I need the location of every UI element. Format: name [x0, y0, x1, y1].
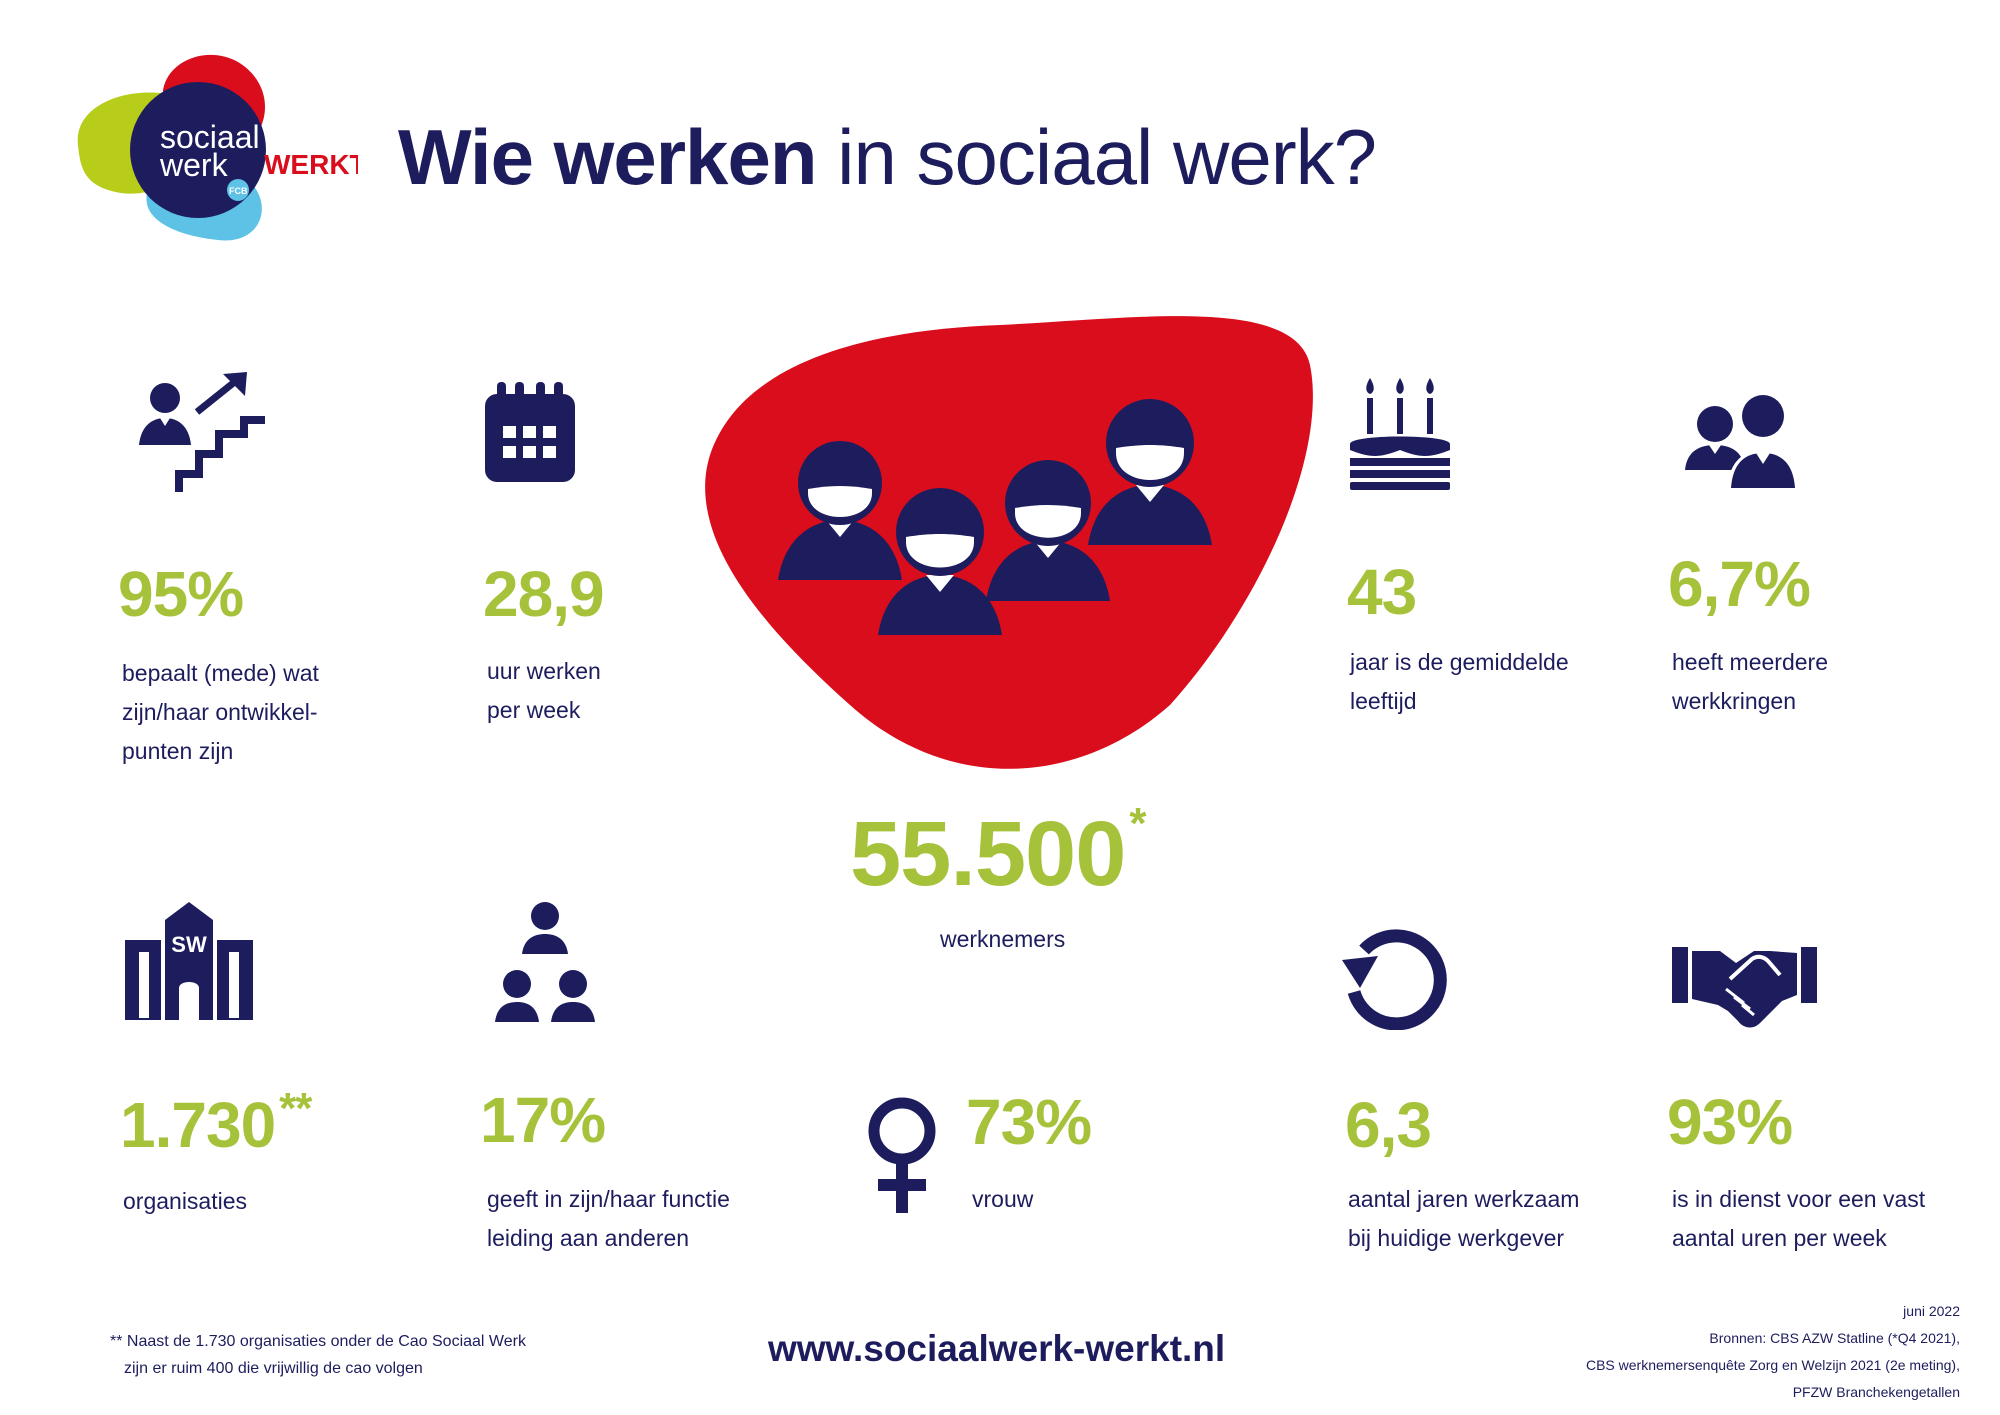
stat-organisations-value: 1.730** — [120, 1087, 312, 1158]
footnote: ** Naast de 1.730 organisaties onder de … — [110, 1328, 526, 1382]
stat-development-line: punten zijn — [122, 738, 234, 764]
stat-organisations-line: organisaties — [123, 1188, 248, 1214]
stat-hours-line: per week — [487, 697, 581, 723]
logo-text-werkt: WERKT! — [264, 149, 358, 180]
sources-line: Bronnen: CBS AZW Statline (*Q4 2021), — [1709, 1330, 1960, 1346]
sw-building-icon: SW — [125, 902, 253, 1020]
stat-leadership-line: leiding aan anderen — [487, 1225, 690, 1251]
stat-female-value: 73% — [966, 1086, 1092, 1158]
calendar-icon — [485, 382, 575, 482]
stat-age-line: leeftijd — [1350, 688, 1417, 714]
logo-badge: FCB — [229, 186, 248, 196]
stat-multiple-jobs-line: heeft meerdere — [1672, 649, 1828, 675]
stat-organisations-number: 1.730 — [120, 1089, 276, 1161]
stat-employees-label: werknemers — [940, 926, 1066, 952]
hierarchy-people-icon — [495, 898, 595, 1028]
stat-female-line: vrouw — [972, 1186, 1034, 1212]
stat-multiple-jobs-line: werkkringen — [1672, 688, 1796, 714]
stat-hours-text: uur werken per week — [487, 652, 601, 730]
logo-text-werk: werk — [159, 147, 229, 183]
person-stairs-growth-icon — [135, 370, 270, 495]
sources-line: CBS werknemersenquête Zorg en Welzijn 20… — [1585, 1357, 1960, 1373]
circular-arrow-icon — [1342, 922, 1452, 1030]
stat-fixed-hours-text: is in dienst voor een vast aantal uren p… — [1672, 1180, 1925, 1258]
stat-development-line: zijn/haar ontwikkel- — [122, 699, 318, 725]
stat-employees-marker: * — [1129, 799, 1146, 848]
stat-organisations-marker: ** — [279, 1084, 312, 1133]
stat-tenure-line: aantal jaren werkzaam — [1348, 1186, 1580, 1212]
stat-employees-number: 55.500 — [850, 803, 1126, 905]
employees-blob — [700, 305, 1320, 785]
group-of-four-people-icon — [778, 399, 1212, 635]
stat-development-value: 95% — [118, 558, 244, 630]
stat-leadership-text: geeft in zijn/haar functie leiding aan a… — [487, 1180, 730, 1258]
stat-multiple-jobs-text: heeft meerdere werkkringen — [1672, 643, 1828, 721]
title-light: in sociaal werk? — [837, 113, 1377, 201]
stat-tenure-value: 6,3 — [1345, 1089, 1432, 1161]
page-title: Wie werken in sociaal werk? — [398, 118, 1377, 196]
female-symbol-icon — [862, 1095, 942, 1213]
svg-text:SW: SW — [171, 932, 207, 957]
stat-multiple-jobs-value: 6,7% — [1668, 548, 1811, 620]
stat-fixed-hours-value: 93% — [1667, 1086, 1793, 1158]
stat-fixed-hours-line: aantal uren per week — [1672, 1225, 1887, 1251]
sources-line: PFZW Branchekengetallen — [1792, 1384, 1960, 1400]
logo-text-sociaal: sociaal — [160, 119, 260, 155]
logo: sociaal werk FCB WERKT! — [68, 50, 358, 245]
stat-development-text: bepaalt (mede) wat zijn/haar ontwikkel- … — [122, 654, 319, 771]
stat-development-line: bepaalt (mede) wat — [122, 660, 319, 686]
birthday-cake-icon — [1350, 378, 1450, 490]
website-link[interactable]: www.sociaalwerk-werkt.nl — [768, 1328, 1226, 1369]
stat-leadership-value: 17% — [480, 1084, 606, 1156]
stat-tenure-line: bij huidige werkgever — [1348, 1225, 1565, 1251]
stat-leadership-line: geeft in zijn/haar functie — [487, 1186, 730, 1212]
footnote-line: ** Naast de 1.730 organisaties onder de … — [110, 1333, 526, 1350]
sources: juni 2022 Bronnen: CBS AZW Statline (*Q4… — [1586, 1298, 1960, 1406]
stat-organisations-text: organisaties — [123, 1182, 247, 1221]
title-bold: Wie werken — [398, 113, 817, 201]
stat-hours-value: 28,9 — [483, 558, 605, 630]
stat-fixed-hours-line: is in dienst voor een vast — [1672, 1186, 1926, 1212]
stat-age-text: jaar is de gemiddelde leeftijd — [1350, 643, 1569, 721]
two-people-icon — [1683, 390, 1808, 490]
stat-employees-value: 55.500* — [850, 802, 1147, 901]
stat-hours-line: uur werken — [487, 658, 601, 684]
footnote-line: zijn er ruim 400 die vrijwillig de cao v… — [124, 1360, 423, 1377]
stat-tenure-text: aantal jaren werkzaam bij huidige werkge… — [1348, 1180, 1579, 1258]
sources-date: juni 2022 — [1903, 1303, 1960, 1319]
stat-age-line: jaar is de gemiddelde — [1350, 649, 1569, 675]
handshake-icon — [1672, 945, 1817, 1030]
stat-female-text: vrouw — [972, 1180, 1033, 1219]
stat-age-value: 43 — [1347, 556, 1417, 628]
